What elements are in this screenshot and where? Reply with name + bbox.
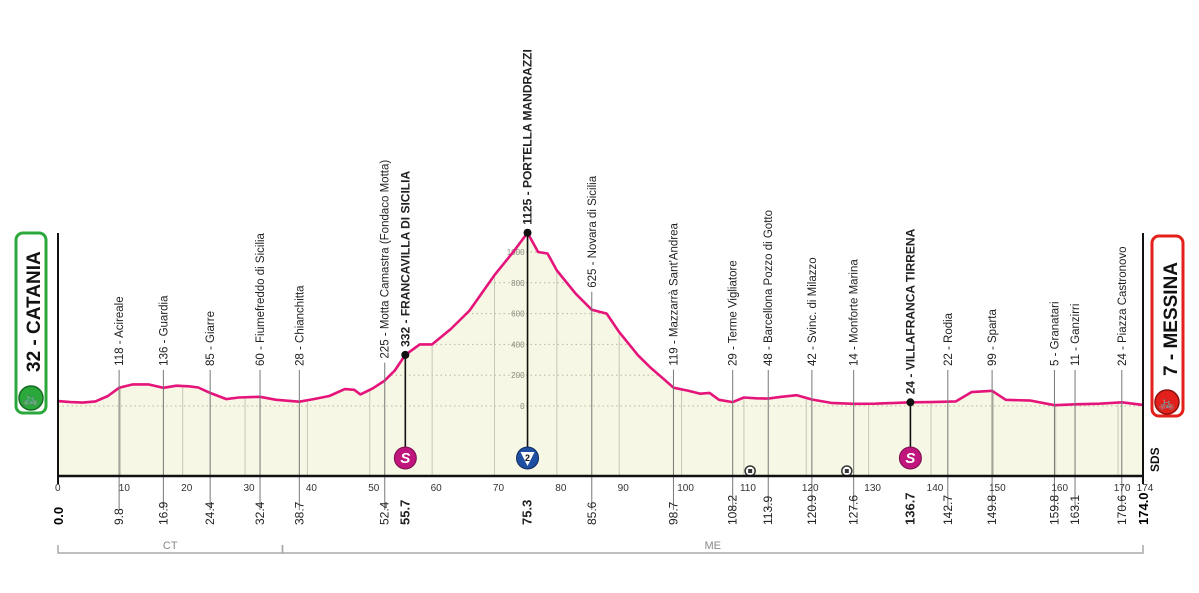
location-label: 99 - Sparta [987, 309, 999, 366]
kom-category: 2 [525, 453, 530, 463]
location-label: 118 - Acireale [114, 296, 126, 365]
distance-label: 142.7 [941, 495, 955, 525]
distance-label: 113.9 [761, 496, 775, 525]
location-label: 48 - Barcellona Pozzo di Gotto [763, 210, 775, 366]
location-label: 11 - Ganzirri [1070, 304, 1082, 366]
distance-label: 108.2 [726, 495, 740, 525]
finish-cyclist-icon [1154, 389, 1180, 415]
x-axis: 9.8 16.9 24.4 32.4 38.7 52.4 55.7 75.3 85.6 98.7 1… [51, 233, 1154, 554]
tunnel-icon-inner [748, 469, 753, 473]
distance-label: 9.8 [112, 508, 126, 525]
sprint-icon [898, 446, 922, 470]
cyclist-glyph: 🚲 [1159, 395, 1175, 410]
km-tick-label: 60 [431, 483, 443, 494]
elevation-tick-label: 0 [520, 402, 525, 411]
profile-area: 0 200 400 600 800 1000 [57, 231, 1144, 476]
start-distance: 0.0 [51, 507, 66, 525]
profile-line [57, 231, 1144, 407]
start-label: 32 - CATANIA [24, 251, 45, 372]
distance-label: 38.7 [292, 501, 306, 525]
finish-badge [1150, 234, 1185, 418]
tunnel-icon-inner [844, 469, 849, 473]
elevation-tick-label: 1000 [507, 248, 525, 257]
location-label: 5 - Granatari [1049, 301, 1061, 366]
km-tick-label: 140 [927, 483, 944, 494]
profile-fill [58, 232, 1143, 476]
distance-label: 170.6 [1115, 495, 1129, 525]
finish-label: 7 - MESSINA [1161, 262, 1182, 376]
province-label: CT [163, 540, 178, 552]
distance-label: 32.4 [253, 501, 267, 525]
distance-label: 16.9 [156, 501, 170, 525]
km-tick-label: 150 [989, 483, 1006, 494]
km-tick-label: 120 [802, 483, 819, 494]
distance-label: 75.3 [520, 500, 535, 525]
location-label: 225 - Motta Camastra (Fondaco Motta) [380, 160, 392, 359]
start-badge [14, 231, 48, 415]
distance-label: 136.7 [902, 492, 917, 525]
km-tick-label: 80 [555, 483, 567, 494]
distance-label: 149.8 [985, 495, 999, 525]
location-label: 625 - Novara di Sicilia [587, 175, 599, 287]
elevation-tick-label: 800 [511, 279, 525, 288]
km-tick-label: 40 [306, 483, 318, 494]
location-label: 22 - Rodia [943, 312, 955, 366]
sds-logo: SDS [1148, 447, 1162, 472]
location-dot [401, 350, 410, 359]
km-tick-label: 70 [493, 483, 505, 494]
elevation-tick-label: 400 [511, 340, 525, 349]
km-tick-label: 90 [618, 483, 630, 494]
location-label: 60 - Fiumefreddo di Sicilia [255, 232, 267, 366]
location-label: 14 - Monforte Marina [849, 259, 861, 366]
province-bracket [281, 545, 1144, 554]
km-tick-label: 130 [864, 483, 881, 494]
km-tick-label: 100 [677, 483, 694, 494]
location-label: 28 - Chianchitta [294, 285, 306, 366]
distance-label: 85.6 [585, 501, 599, 525]
sprint-icon-label: S [905, 450, 915, 467]
location-label: 1125 - PORTELLA MANDRAZZI [521, 49, 535, 225]
location-label: 24 - Piazza Castronovo [1117, 246, 1129, 366]
finish-distance: 174.0 [1136, 492, 1151, 525]
distance-label: 52.4 [378, 501, 392, 525]
km-tick-label: 30 [244, 483, 256, 494]
km-tick-label: 10 [119, 483, 131, 494]
sprint-icon-label: S [400, 450, 410, 467]
start-cyclist-icon [18, 385, 44, 411]
elevation-tick-label: 200 [511, 371, 525, 380]
location-dot [906, 398, 915, 407]
distance-label: 24.4 [203, 501, 217, 525]
start-finish-badges: SDS 32 - CATANIA 🚲 7 - MESSINA 🚲 [14, 231, 1185, 472]
distance-label: 163.1 [1068, 495, 1082, 525]
location-label: 332 - FRANCAVILLA DI SICILIA [398, 171, 412, 347]
km-tick-label: 170 [1114, 483, 1131, 494]
location-dot [523, 228, 532, 237]
km-tick-label: 50 [368, 483, 380, 494]
location-label: 42 - Svinc. di Milazzo [807, 257, 819, 366]
location-marks: 118 - Acireale 136 - Guardia 85 - Giarre 60… [114, 49, 1129, 510]
km-tick-label: 174 [1137, 483, 1154, 494]
distance-label: 120.9 [805, 495, 819, 525]
sprint-icon [393, 446, 417, 470]
km-tick-label: 20 [181, 483, 193, 494]
elevation-tick-label: 600 [511, 310, 525, 319]
distance-label: 55.7 [397, 500, 412, 525]
province-label: ME [704, 540, 721, 552]
distance-label: 159.8 [1047, 495, 1061, 525]
location-label: 29 - Terme Vigliatore [728, 260, 740, 366]
cyclist-glyph: 🚲 [23, 391, 39, 406]
km-tick-label: 160 [1051, 483, 1068, 494]
location-label: 136 - Guardia [158, 295, 170, 366]
location-label: 119 - Mazzarrà Sant'Andrea [668, 222, 680, 365]
kom-triangle-icon [520, 452, 535, 466]
distance-label: 98.7 [666, 501, 680, 525]
distance-label: 127.6 [847, 495, 861, 525]
location-label: 85 - Giarre [205, 311, 217, 366]
km-tick-label: 0 [55, 483, 61, 494]
km-tick-label: 110 [740, 483, 756, 494]
location-label: 24 - VILLAFRANCA TIRRENA [903, 228, 917, 394]
